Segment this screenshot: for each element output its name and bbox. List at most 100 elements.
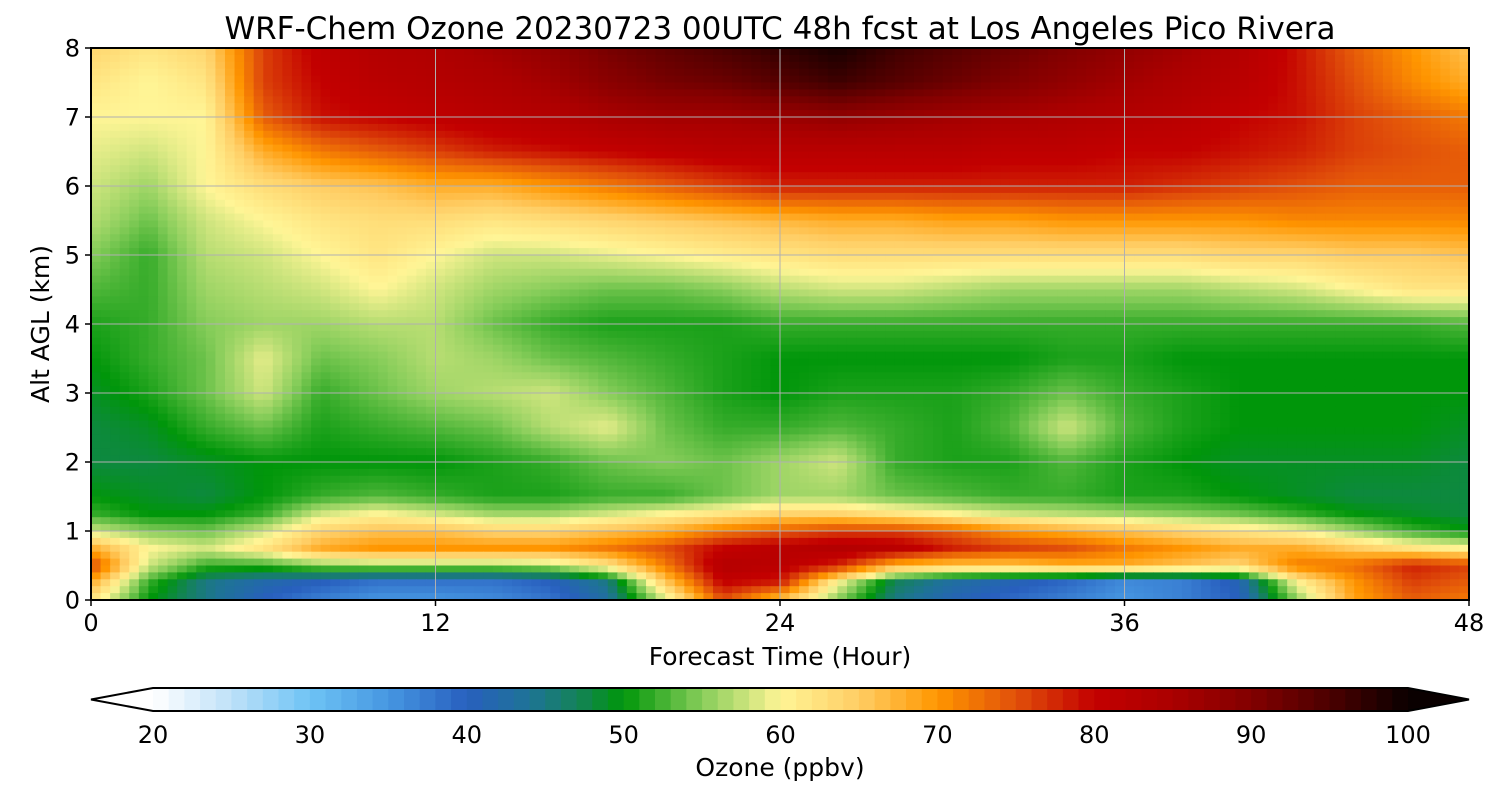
heatmap-cell [1067, 241, 1078, 249]
heatmap-cell [1411, 255, 1422, 263]
heatmap-cell [1047, 54, 1059, 63]
heatmap-cell [1402, 165, 1413, 173]
heatmap-cell [636, 54, 647, 63]
heatmap-cell [990, 117, 1001, 125]
heatmap-cell [1449, 137, 1461, 146]
heatmap-cell [368, 117, 379, 125]
heatmap-cell [512, 261, 523, 270]
heatmap-cell [311, 68, 322, 77]
heatmap-cell [1392, 192, 1403, 201]
heatmap-cell [502, 234, 513, 242]
heatmap-cell [1277, 103, 1288, 111]
heatmap-cell [1086, 110, 1097, 118]
heatmap-cell [818, 54, 829, 63]
heatmap-cell [1220, 137, 1231, 146]
heatmap-cell [1067, 61, 1078, 70]
heatmap-cell [301, 199, 312, 208]
heatmap-cell [330, 165, 341, 173]
heatmap-cell [646, 96, 657, 104]
heatmap-cell [846, 96, 858, 104]
heatmap-cell [875, 213, 886, 222]
heatmap-cell [1421, 199, 1432, 208]
heatmap-cell [646, 89, 657, 97]
heatmap-cell [1181, 103, 1193, 111]
heatmap-cell [512, 234, 523, 242]
heatmap-cell [1411, 117, 1422, 125]
heatmap-cell [1392, 213, 1403, 222]
heatmap-cell [1382, 151, 1394, 159]
heatmap-cell [741, 151, 752, 159]
heatmap-cell [693, 54, 705, 63]
heatmap-cell [1210, 275, 1221, 284]
heatmap-cell [751, 213, 762, 222]
heatmap-cell [1335, 206, 1346, 215]
heatmap-cell [808, 68, 819, 77]
heatmap-cell [454, 220, 465, 228]
heatmap-cell [291, 165, 303, 173]
heatmap-cell [1172, 137, 1183, 146]
heatmap-cell [1373, 172, 1384, 180]
heatmap-cell [866, 48, 877, 56]
heatmap-cell [387, 68, 398, 77]
heatmap-cell [1344, 117, 1355, 125]
heatmap-cell [521, 206, 532, 215]
heatmap-cell [272, 234, 283, 242]
heatmap-cell [1162, 96, 1173, 104]
heatmap-cell [1162, 151, 1173, 159]
heatmap-cell [416, 96, 427, 104]
heatmap-cell [1382, 48, 1394, 56]
heatmap-cell [559, 275, 571, 284]
heatmap-cell [1430, 75, 1441, 84]
heatmap-cell [875, 186, 886, 194]
heatmap-cell [933, 130, 944, 139]
heatmap-cell [1153, 103, 1164, 111]
heatmap-cell [1363, 206, 1374, 215]
heatmap-cell [301, 261, 312, 270]
heatmap-cell [579, 255, 590, 263]
heatmap-cell [636, 282, 647, 291]
heatmap-cell [569, 158, 580, 166]
heatmap-cell [1201, 234, 1212, 242]
heatmap-cell [1306, 48, 1317, 56]
heatmap-cell [808, 96, 819, 104]
heatmap-cell [282, 151, 293, 159]
heatmap-cell [598, 48, 609, 56]
heatmap-cell [1277, 172, 1288, 180]
heatmap-cell [1449, 110, 1461, 118]
heatmap-cell [272, 179, 283, 187]
heatmap-cell [224, 255, 236, 263]
heatmap-cell [416, 275, 427, 284]
heatmap-cell [751, 199, 762, 208]
heatmap-cell [91, 241, 102, 249]
heatmap-cell [751, 179, 762, 187]
heatmap-cell [913, 68, 925, 77]
heatmap-cell [636, 151, 647, 159]
heatmap-cell [942, 96, 953, 104]
heatmap-cell [933, 82, 944, 90]
heatmap-cell [1076, 199, 1087, 208]
heatmap-cell [445, 137, 456, 146]
heatmap-cell [1153, 275, 1164, 284]
heatmap-cell [263, 103, 274, 111]
heatmap-cell [1095, 96, 1106, 104]
heatmap-cell [866, 68, 877, 77]
heatmap-cell [1191, 220, 1202, 228]
heatmap-cell [665, 255, 676, 263]
heatmap-cell [435, 241, 446, 249]
heatmap-cell [1363, 144, 1374, 153]
heatmap-cell [1057, 96, 1068, 104]
heatmap-cell [856, 158, 867, 166]
heatmap-cell [1325, 96, 1336, 104]
heatmap-cell [1258, 75, 1269, 84]
heatmap-cell [492, 172, 504, 180]
heatmap-cell [1382, 68, 1394, 77]
heatmap-cell [397, 192, 408, 201]
heatmap-cell [1076, 89, 1087, 97]
heatmap-cell [1315, 199, 1327, 208]
heatmap-cell [684, 172, 695, 180]
heatmap-cell [1459, 206, 1469, 215]
heatmap-cell [894, 151, 905, 159]
heatmap-cell [435, 96, 446, 104]
heatmap-cell [1258, 130, 1269, 139]
heatmap-cell [1344, 137, 1355, 146]
